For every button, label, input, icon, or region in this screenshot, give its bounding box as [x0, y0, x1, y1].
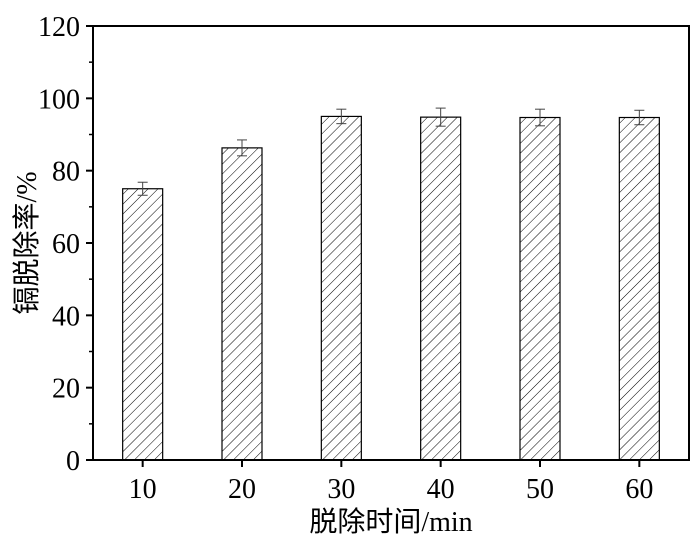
y-axis: 0 20 40 60 80 100 120 — [38, 12, 93, 477]
x-tick-label-60: 60 — [625, 474, 653, 505]
y-tick-label-120: 120 — [38, 12, 80, 43]
error-bar-50 — [535, 108, 545, 127]
bar-60 — [618, 116, 660, 461]
plot-frame — [92, 25, 690, 461]
x-tick-label-20: 20 — [228, 474, 256, 505]
y-tick-label-100: 100 — [38, 84, 80, 115]
x-tick-label-10: 10 — [129, 474, 157, 505]
x-axis: 10 20 30 40 50 60 — [129, 460, 653, 505]
error-bars-group — [137, 107, 645, 196]
bar-40 — [420, 116, 462, 461]
bar-10 — [122, 188, 164, 461]
y-tick-label-40: 40 — [52, 301, 80, 332]
error-bar-10 — [137, 181, 148, 196]
y-axis-label: 镉脱除率/% — [11, 171, 43, 314]
x-tick-label-40: 40 — [427, 474, 455, 505]
x-tick-label-30: 30 — [327, 474, 355, 505]
bar-50 — [519, 116, 561, 461]
x-tick-label-50: 50 — [526, 474, 554, 505]
error-bar-20 — [237, 139, 247, 157]
bar-20 — [221, 147, 263, 461]
bar-30 — [320, 115, 362, 461]
x-axis-label: 脱除时间/min — [309, 506, 472, 538]
error-bar-40 — [435, 107, 446, 127]
y-tick-label-20: 20 — [52, 374, 80, 405]
bars-group — [122, 115, 660, 461]
error-bar-30 — [336, 108, 347, 125]
error-bar-60 — [634, 109, 645, 126]
y-tick-label-60: 60 — [52, 229, 80, 260]
y-tick-label-0: 0 — [66, 446, 80, 477]
y-tick-label-80: 80 — [52, 157, 80, 188]
